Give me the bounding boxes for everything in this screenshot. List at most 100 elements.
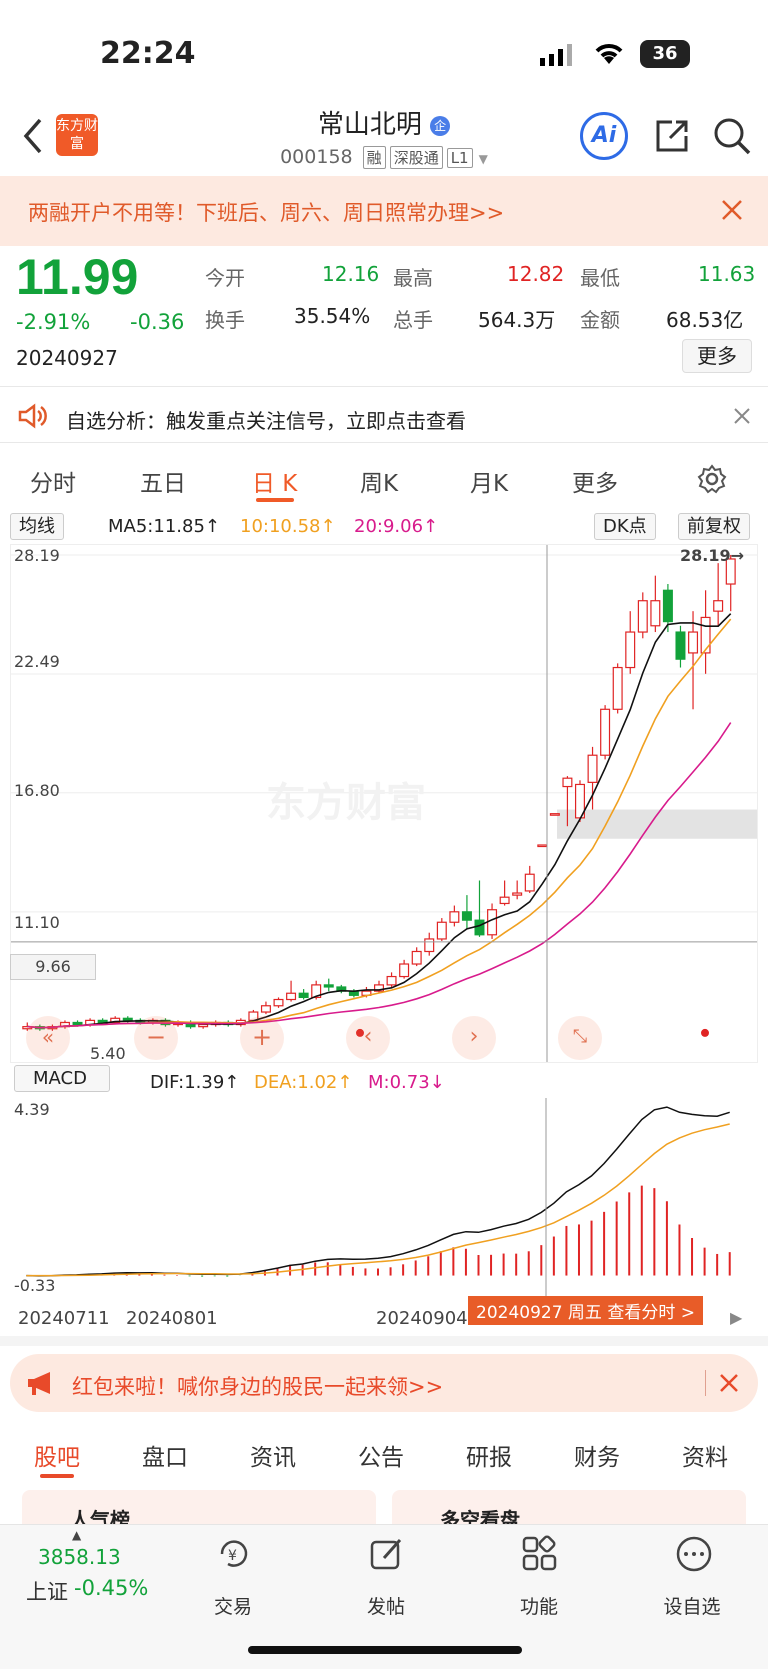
back-icon[interactable] xyxy=(22,116,44,160)
tab-research[interactable]: 研报 xyxy=(466,1445,512,1471)
tab-finance[interactable]: 财务 xyxy=(574,1445,620,1471)
tab-five-day[interactable]: 五日 xyxy=(140,471,186,497)
trade-icon[interactable]: ¥ xyxy=(214,1534,254,1578)
fullscreen-button[interactable]: ⤡ xyxy=(558,1016,602,1060)
tag-margin: 融 xyxy=(362,146,386,169)
red-packet-close-icon[interactable] xyxy=(720,1374,738,1396)
promo-banner[interactable] xyxy=(0,176,768,246)
turnover-value: 35.54% xyxy=(294,304,371,328)
min-price-label: 5.40 xyxy=(90,1044,126,1063)
open-label: 今开 xyxy=(205,266,245,290)
ma-select[interactable]: 均线 xyxy=(10,513,64,540)
candle-body xyxy=(424,938,435,953)
search-icon[interactable] xyxy=(712,116,752,160)
more-button[interactable]: 更多 xyxy=(682,339,752,373)
post-icon[interactable] xyxy=(368,1534,408,1578)
ma10-value: 10:10.58↑ xyxy=(240,516,336,537)
macd-select[interactable]: MACD xyxy=(14,1065,110,1092)
long-short-card[interactable] xyxy=(392,1490,746,1530)
dk-button[interactable]: DK点 xyxy=(594,513,656,540)
candle-body xyxy=(650,600,661,627)
index-pct[interactable]: -0.45% xyxy=(74,1576,149,1600)
dropdown-icon[interactable]: ▼ xyxy=(478,152,488,166)
candle-body xyxy=(122,1017,133,1021)
red-packet-banner[interactable] xyxy=(10,1354,758,1412)
nav-trade[interactable]: 交易 xyxy=(213,1596,252,1618)
macd-chart[interactable] xyxy=(10,1098,758,1298)
low-value: 11.63 xyxy=(698,262,756,286)
tag-level: L1 xyxy=(446,148,473,168)
divider xyxy=(0,386,768,387)
candle-body xyxy=(286,992,297,1001)
tab-news[interactable]: 资讯 xyxy=(250,1445,296,1471)
tab-intraday[interactable]: 分时 xyxy=(30,471,76,497)
adjust-button[interactable]: 前复权 xyxy=(678,513,750,540)
nav-post[interactable]: 发帖 xyxy=(366,1596,405,1618)
app-logo: 东方财富 xyxy=(56,114,98,156)
index-label[interactable]: 上证 xyxy=(26,1580,68,1604)
volume-value: 564.3万 xyxy=(478,308,556,332)
tab-guba[interactable]: 股吧 xyxy=(34,1445,80,1471)
open-value: 12.16 xyxy=(322,262,380,286)
index-value[interactable]: 3858.13 xyxy=(38,1545,121,1569)
tab-daily-k[interactable]: 日 K xyxy=(252,471,298,497)
tab-weekly-k[interactable]: 周K xyxy=(360,471,399,497)
nav-add-watchlist[interactable]: 设自选 xyxy=(663,1596,721,1618)
ma5-value: MA5:11.85↑ xyxy=(108,516,220,537)
notice-close-icon[interactable] xyxy=(734,408,750,428)
selected-date-tip[interactable]: 20240927 周五 查看分时 > xyxy=(468,1296,703,1325)
tab-monthly-k[interactable]: 月K xyxy=(470,471,509,497)
zoom-in-button[interactable]: + xyxy=(240,1016,284,1060)
play-icon[interactable]: ▶ xyxy=(730,1308,743,1327)
ma5-line xyxy=(27,613,732,1029)
price-tick: 16.80 xyxy=(14,781,60,800)
megaphone-icon xyxy=(26,1370,56,1400)
tab-profile[interactable]: 资料 xyxy=(682,1445,728,1471)
settings-icon[interactable] xyxy=(697,464,727,498)
wifi-icon xyxy=(592,40,626,70)
active-tab-underline xyxy=(256,498,294,502)
tab-announcements[interactable]: 公告 xyxy=(358,1445,404,1471)
candle-body xyxy=(662,589,673,623)
candle-body xyxy=(587,754,598,783)
amount-label: 金额 xyxy=(580,308,620,332)
candle-body xyxy=(487,909,498,936)
notice-text[interactable]: 自选分析：触发重点关注信号，立即点击查看 xyxy=(66,409,466,433)
speaker-icon xyxy=(16,402,48,434)
candle-body xyxy=(512,892,523,896)
red-packet-text[interactable]: 红包来啦！喊你身边的股民一起来领>> xyxy=(72,1375,444,1399)
candle-body xyxy=(461,911,472,921)
m-value: M:0.73↓ xyxy=(368,1072,445,1093)
pct-change: -2.91% xyxy=(16,310,91,334)
add-watchlist-icon[interactable] xyxy=(674,1534,714,1578)
bottom-navbar xyxy=(0,1524,768,1669)
candle-body xyxy=(625,631,636,669)
tab-pankou[interactable]: 盘口 xyxy=(142,1445,188,1471)
kline-chart[interactable] xyxy=(10,544,758,1063)
share-icon[interactable] xyxy=(652,116,692,160)
popularity-card[interactable] xyxy=(22,1490,376,1530)
ai-button[interactable]: Ai xyxy=(580,112,628,160)
turnover-label: 换手 xyxy=(205,308,245,332)
function-icon[interactable] xyxy=(520,1534,560,1578)
promo-text[interactable]: 两融开户不用等！下班后、周六、周日照常办理>> xyxy=(28,201,505,225)
candle-body xyxy=(411,950,422,965)
zoom-out-button[interactable]: − xyxy=(134,1016,178,1060)
crosshair-price-label: 9.66 xyxy=(10,954,96,980)
index-expand-icon[interactable]: ▲ xyxy=(72,1528,82,1542)
tag-connect: 深股通 xyxy=(389,146,443,169)
candle-body xyxy=(549,813,560,816)
candle-body xyxy=(110,1017,121,1024)
scroll-left-button[interactable]: « xyxy=(26,1016,70,1060)
candle-body xyxy=(97,1019,108,1024)
next-button[interactable]: › xyxy=(452,1016,496,1060)
candle-body xyxy=(713,600,724,612)
candle-body xyxy=(675,631,686,660)
tab-more[interactable]: 更多 xyxy=(572,471,618,497)
candle-body xyxy=(298,992,309,999)
dif-value: DIF:1.39↑ xyxy=(150,1072,240,1093)
close-icon[interactable] xyxy=(721,199,743,225)
prev-button[interactable]: ‹ xyxy=(346,1016,390,1060)
amount-value: 68.53亿 xyxy=(666,308,744,332)
nav-function[interactable]: 功能 xyxy=(519,1596,558,1618)
